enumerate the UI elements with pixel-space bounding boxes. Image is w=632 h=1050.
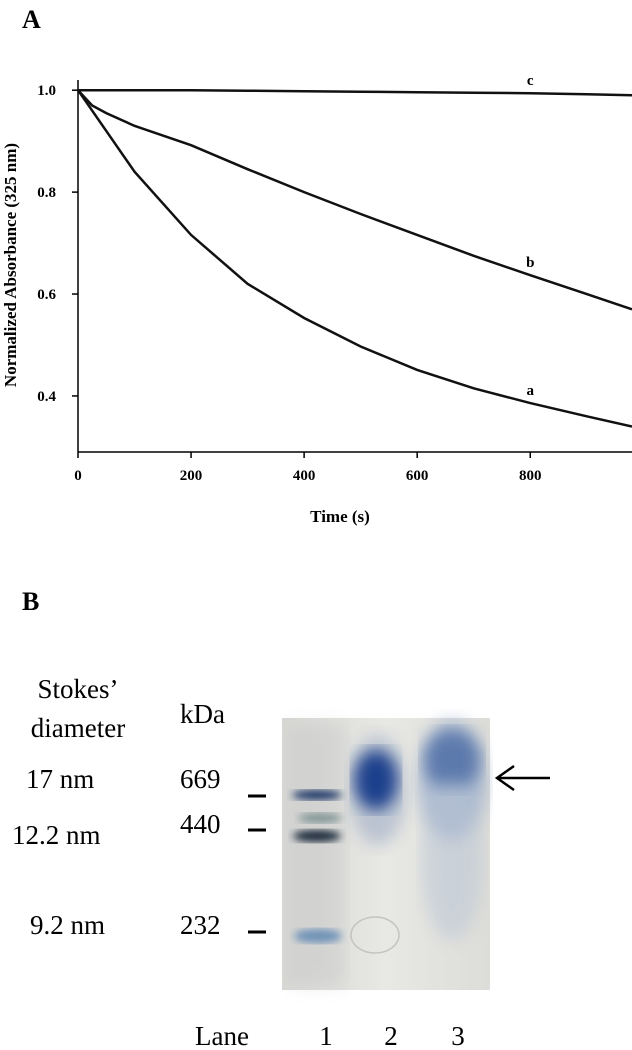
x-tick-label: 200 [180, 468, 203, 484]
marker-kda: 440 [180, 809, 221, 839]
x-tick-label: 0 [74, 468, 82, 484]
series-label: a [526, 383, 534, 399]
y-tick-label: 0.6 [37, 287, 56, 303]
lane-header: Lane [195, 1021, 249, 1050]
x-axis-label: Time (s) [310, 507, 370, 526]
y-axis-label: Normalized Absorbance (325 nm) [1, 143, 20, 387]
lane-label: 3 [451, 1021, 465, 1050]
marker-dashes [248, 794, 266, 934]
series-line [77, 89, 632, 311]
series-label: b [526, 255, 534, 271]
x-tick-label: 800 [519, 468, 542, 484]
marker-diameter: 12.2 nm [12, 820, 101, 850]
stokes-header: Stokes’ [38, 674, 119, 704]
panel-label: B [22, 587, 39, 616]
series-label: c [527, 73, 534, 89]
y-tick-label: 0.4 [37, 389, 56, 405]
gel-image [282, 718, 490, 990]
arrow [494, 764, 550, 792]
panel-label: A [22, 5, 41, 34]
marker-diameter: 9.2 nm [30, 910, 105, 940]
marker-kda: 669 [180, 764, 221, 794]
x-tick-label: 400 [293, 468, 316, 484]
marker-kda: 232 [180, 910, 221, 940]
series-line [78, 88, 632, 97]
lane-label: 1 [319, 1021, 333, 1050]
y-tick-label: 0.8 [37, 185, 56, 201]
stokes-header: diameter [31, 713, 125, 743]
marker-diameter: 17 nm [26, 764, 94, 794]
y-tick-label: 1.0 [37, 83, 56, 99]
lane-label: 2 [384, 1021, 398, 1050]
series-line [76, 89, 632, 428]
x-tick-label: 600 [406, 468, 429, 484]
kda-header: kDa [180, 699, 225, 729]
